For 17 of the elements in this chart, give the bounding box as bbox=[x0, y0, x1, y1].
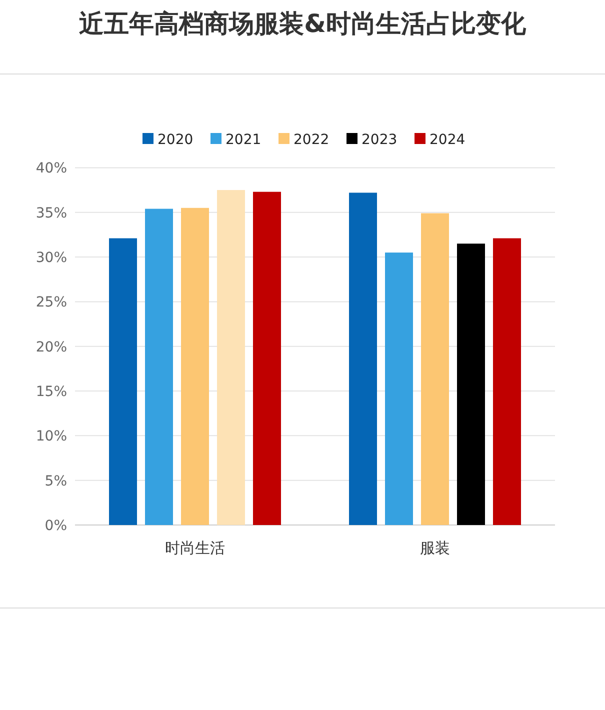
legend-label: 2021 bbox=[226, 132, 262, 148]
xtick: 时尚生活 bbox=[165, 539, 225, 557]
ytick: 30% bbox=[36, 250, 67, 266]
ytick: 0% bbox=[44, 518, 67, 534]
ytick: 25% bbox=[36, 294, 67, 311]
xtick: 服装 bbox=[420, 539, 450, 557]
ytick: 10% bbox=[36, 428, 67, 445]
ytick: 15% bbox=[36, 384, 67, 400]
title: 近五年高档商场服装&时尚生活占比变化 bbox=[79, 9, 526, 38]
legend-label: 2020 bbox=[158, 132, 194, 148]
legend-label: 2022 bbox=[294, 132, 330, 148]
ytick: 20% bbox=[36, 339, 67, 356]
ytick: 5% bbox=[44, 473, 67, 490]
ytick: 40% bbox=[36, 160, 67, 177]
legend-label: 2024 bbox=[430, 132, 466, 148]
ytick: 35% bbox=[36, 205, 67, 222]
legend-label: 2023 bbox=[362, 132, 398, 148]
